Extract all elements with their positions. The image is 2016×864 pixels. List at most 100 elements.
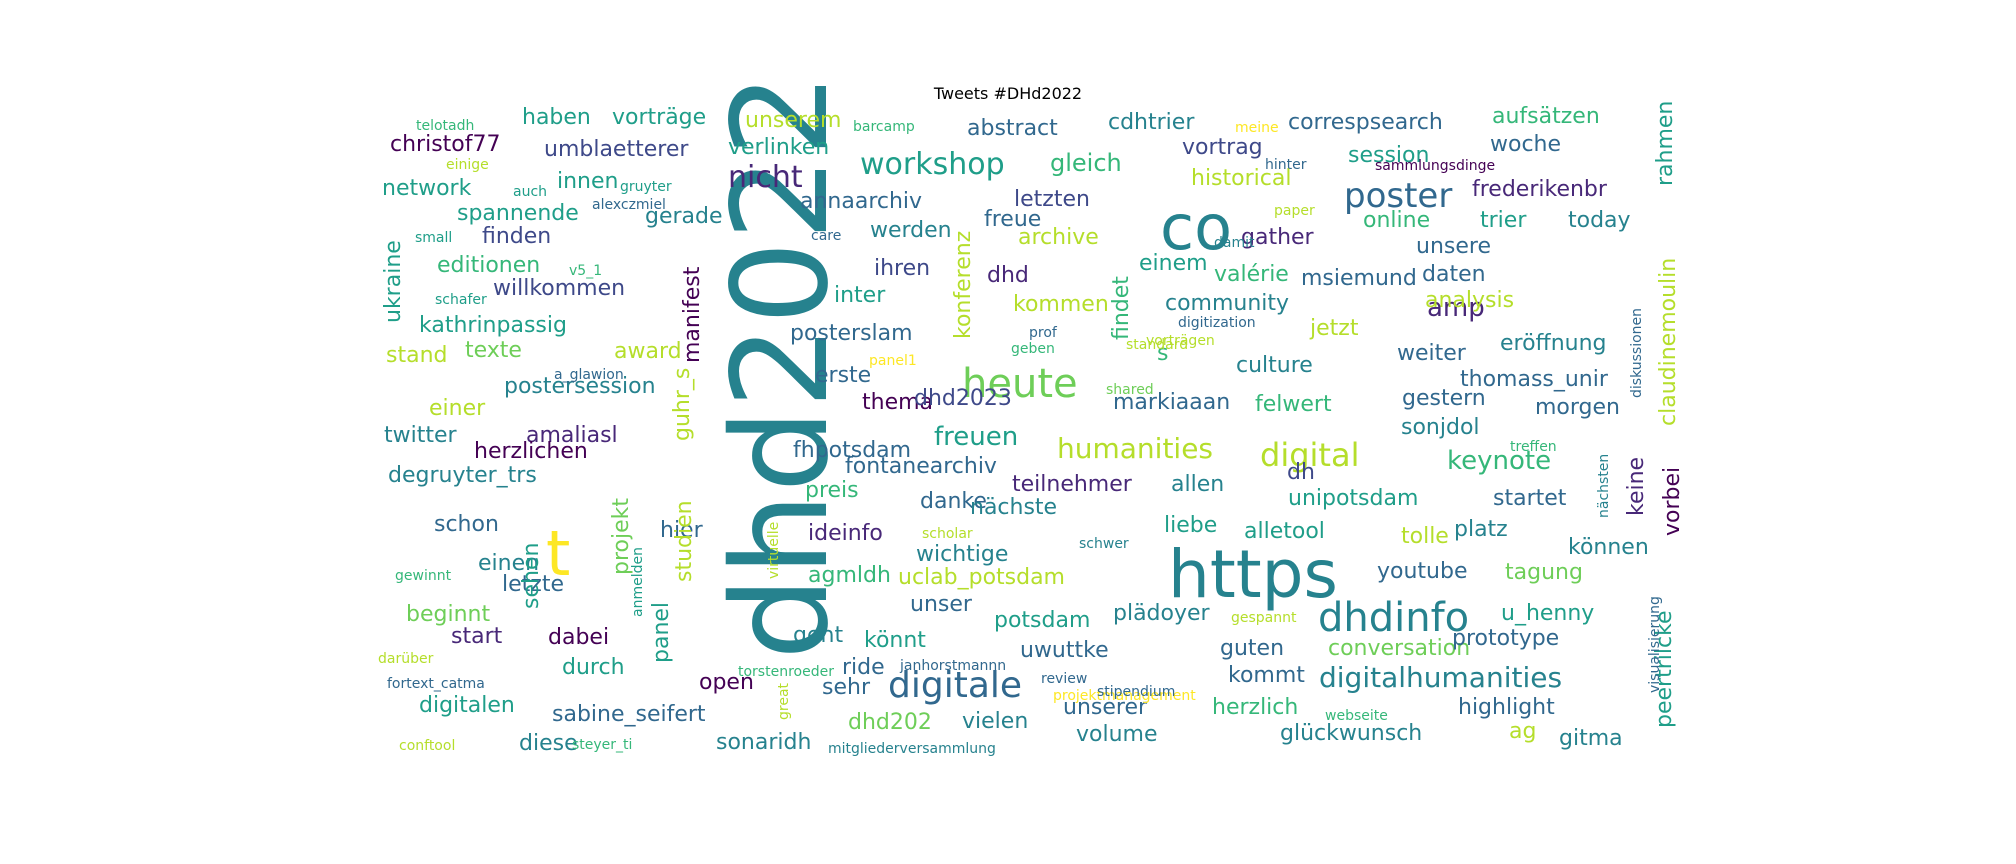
word: telotadh xyxy=(416,118,475,134)
word: vorträgen xyxy=(1146,333,1215,349)
word: hinter xyxy=(1265,157,1307,173)
word: nächsten xyxy=(1596,453,1612,518)
word: spannende xyxy=(457,201,579,226)
word: digital xyxy=(1260,436,1360,474)
word: great xyxy=(776,682,792,720)
word: könnt xyxy=(864,628,926,653)
word: schwer xyxy=(1079,536,1129,552)
word: damit xyxy=(1214,235,1255,251)
word: alletool xyxy=(1244,519,1325,544)
word: https xyxy=(1168,536,1338,613)
word: werden xyxy=(870,218,952,243)
word: postersession xyxy=(504,374,656,399)
word: co xyxy=(1160,191,1233,264)
word: janhorstmannn xyxy=(900,658,1007,674)
word: amp xyxy=(1427,293,1485,323)
word: findet xyxy=(1109,276,1134,340)
word: unsere xyxy=(1416,234,1491,259)
word: stand xyxy=(386,343,448,368)
word: posterslam xyxy=(790,321,913,346)
word: humanities xyxy=(1057,432,1214,465)
word: geben xyxy=(1011,341,1055,357)
word: torstenroeder xyxy=(738,664,834,680)
word: verlinken xyxy=(728,135,830,160)
word: liebe xyxy=(1164,513,1218,538)
word: uwuttke xyxy=(1020,638,1109,663)
word: fontanearchiv xyxy=(845,454,997,479)
word: webseite xyxy=(1325,708,1388,724)
word: darüber xyxy=(378,651,434,667)
word: umblaetterer xyxy=(544,137,689,162)
word: manifest xyxy=(680,266,705,363)
word: sammlungsdinge xyxy=(1375,158,1496,174)
word: kathrinpassig xyxy=(419,313,567,338)
word: vorbei xyxy=(1660,466,1685,536)
word: wichtige xyxy=(916,542,1009,567)
chart-title: Tweets #DHd2022 xyxy=(933,84,1083,103)
word: dhd2023 xyxy=(914,386,1012,411)
word: erste xyxy=(815,363,872,388)
word: visualisierung xyxy=(1647,596,1663,693)
word: gerade xyxy=(645,204,723,229)
word: willkommen xyxy=(493,276,626,301)
word: trier xyxy=(1480,208,1527,233)
word: diese xyxy=(519,731,578,756)
word: abstract xyxy=(967,116,1058,141)
word: projektmanagement xyxy=(1053,688,1196,704)
word: freue xyxy=(984,207,1042,232)
word: fhpotsdam xyxy=(793,438,912,463)
word: editionen xyxy=(437,253,541,278)
word: herzlichen xyxy=(474,439,588,464)
word: virtuelle xyxy=(766,521,782,579)
word: steyer_ti xyxy=(572,737,633,753)
word: schafer xyxy=(435,292,487,308)
word: panel1 xyxy=(869,353,917,369)
word: unipotsdam xyxy=(1288,486,1419,511)
word: können xyxy=(1568,535,1649,560)
word: guhr_s xyxy=(670,367,695,441)
word: innen xyxy=(557,169,619,194)
word: msiemund xyxy=(1301,266,1417,291)
word: texte xyxy=(465,338,522,363)
word: aufsätzen xyxy=(1492,104,1600,129)
word: gespannt xyxy=(1231,610,1297,626)
word: jetzt xyxy=(1310,316,1359,341)
word: fortext_catma xyxy=(387,676,485,692)
word: freuen xyxy=(934,422,1019,452)
word: ihren xyxy=(874,256,931,281)
word: twitter xyxy=(384,423,457,448)
word: vielen xyxy=(962,709,1029,734)
word: u_henny xyxy=(1501,601,1595,626)
word: panel xyxy=(649,601,674,663)
word: gather xyxy=(1241,225,1314,250)
word: heute xyxy=(962,361,1078,407)
word: standard xyxy=(1126,337,1189,353)
word: woche xyxy=(1490,132,1562,157)
word: preis xyxy=(805,478,859,503)
word: felwert xyxy=(1255,392,1332,417)
word: prototype xyxy=(1452,626,1560,651)
word: vortrag xyxy=(1182,135,1263,160)
word: finden xyxy=(482,224,552,249)
word: sehen xyxy=(519,542,544,609)
word: treffen xyxy=(1510,439,1557,455)
word: keynote xyxy=(1447,446,1552,476)
word: claudinemoulin xyxy=(1656,257,1681,426)
word: auch xyxy=(513,184,548,200)
word: conversation xyxy=(1328,636,1471,661)
word: amaliasl xyxy=(526,423,618,448)
word: analysis xyxy=(1425,288,1515,313)
word: ideinfo xyxy=(808,521,883,546)
word: daten xyxy=(1422,262,1486,287)
word: ride xyxy=(842,655,885,680)
word: tagung xyxy=(1505,560,1583,585)
word: teilnehmer xyxy=(1012,472,1132,497)
word: s xyxy=(1157,341,1169,366)
word: vorträge xyxy=(612,105,707,130)
word: review xyxy=(1041,671,1088,687)
word: thomass_unir xyxy=(1460,367,1608,392)
word: highlight xyxy=(1458,695,1555,720)
word: mitgliederversammlung xyxy=(828,741,996,757)
word: digitization xyxy=(1178,315,1256,331)
